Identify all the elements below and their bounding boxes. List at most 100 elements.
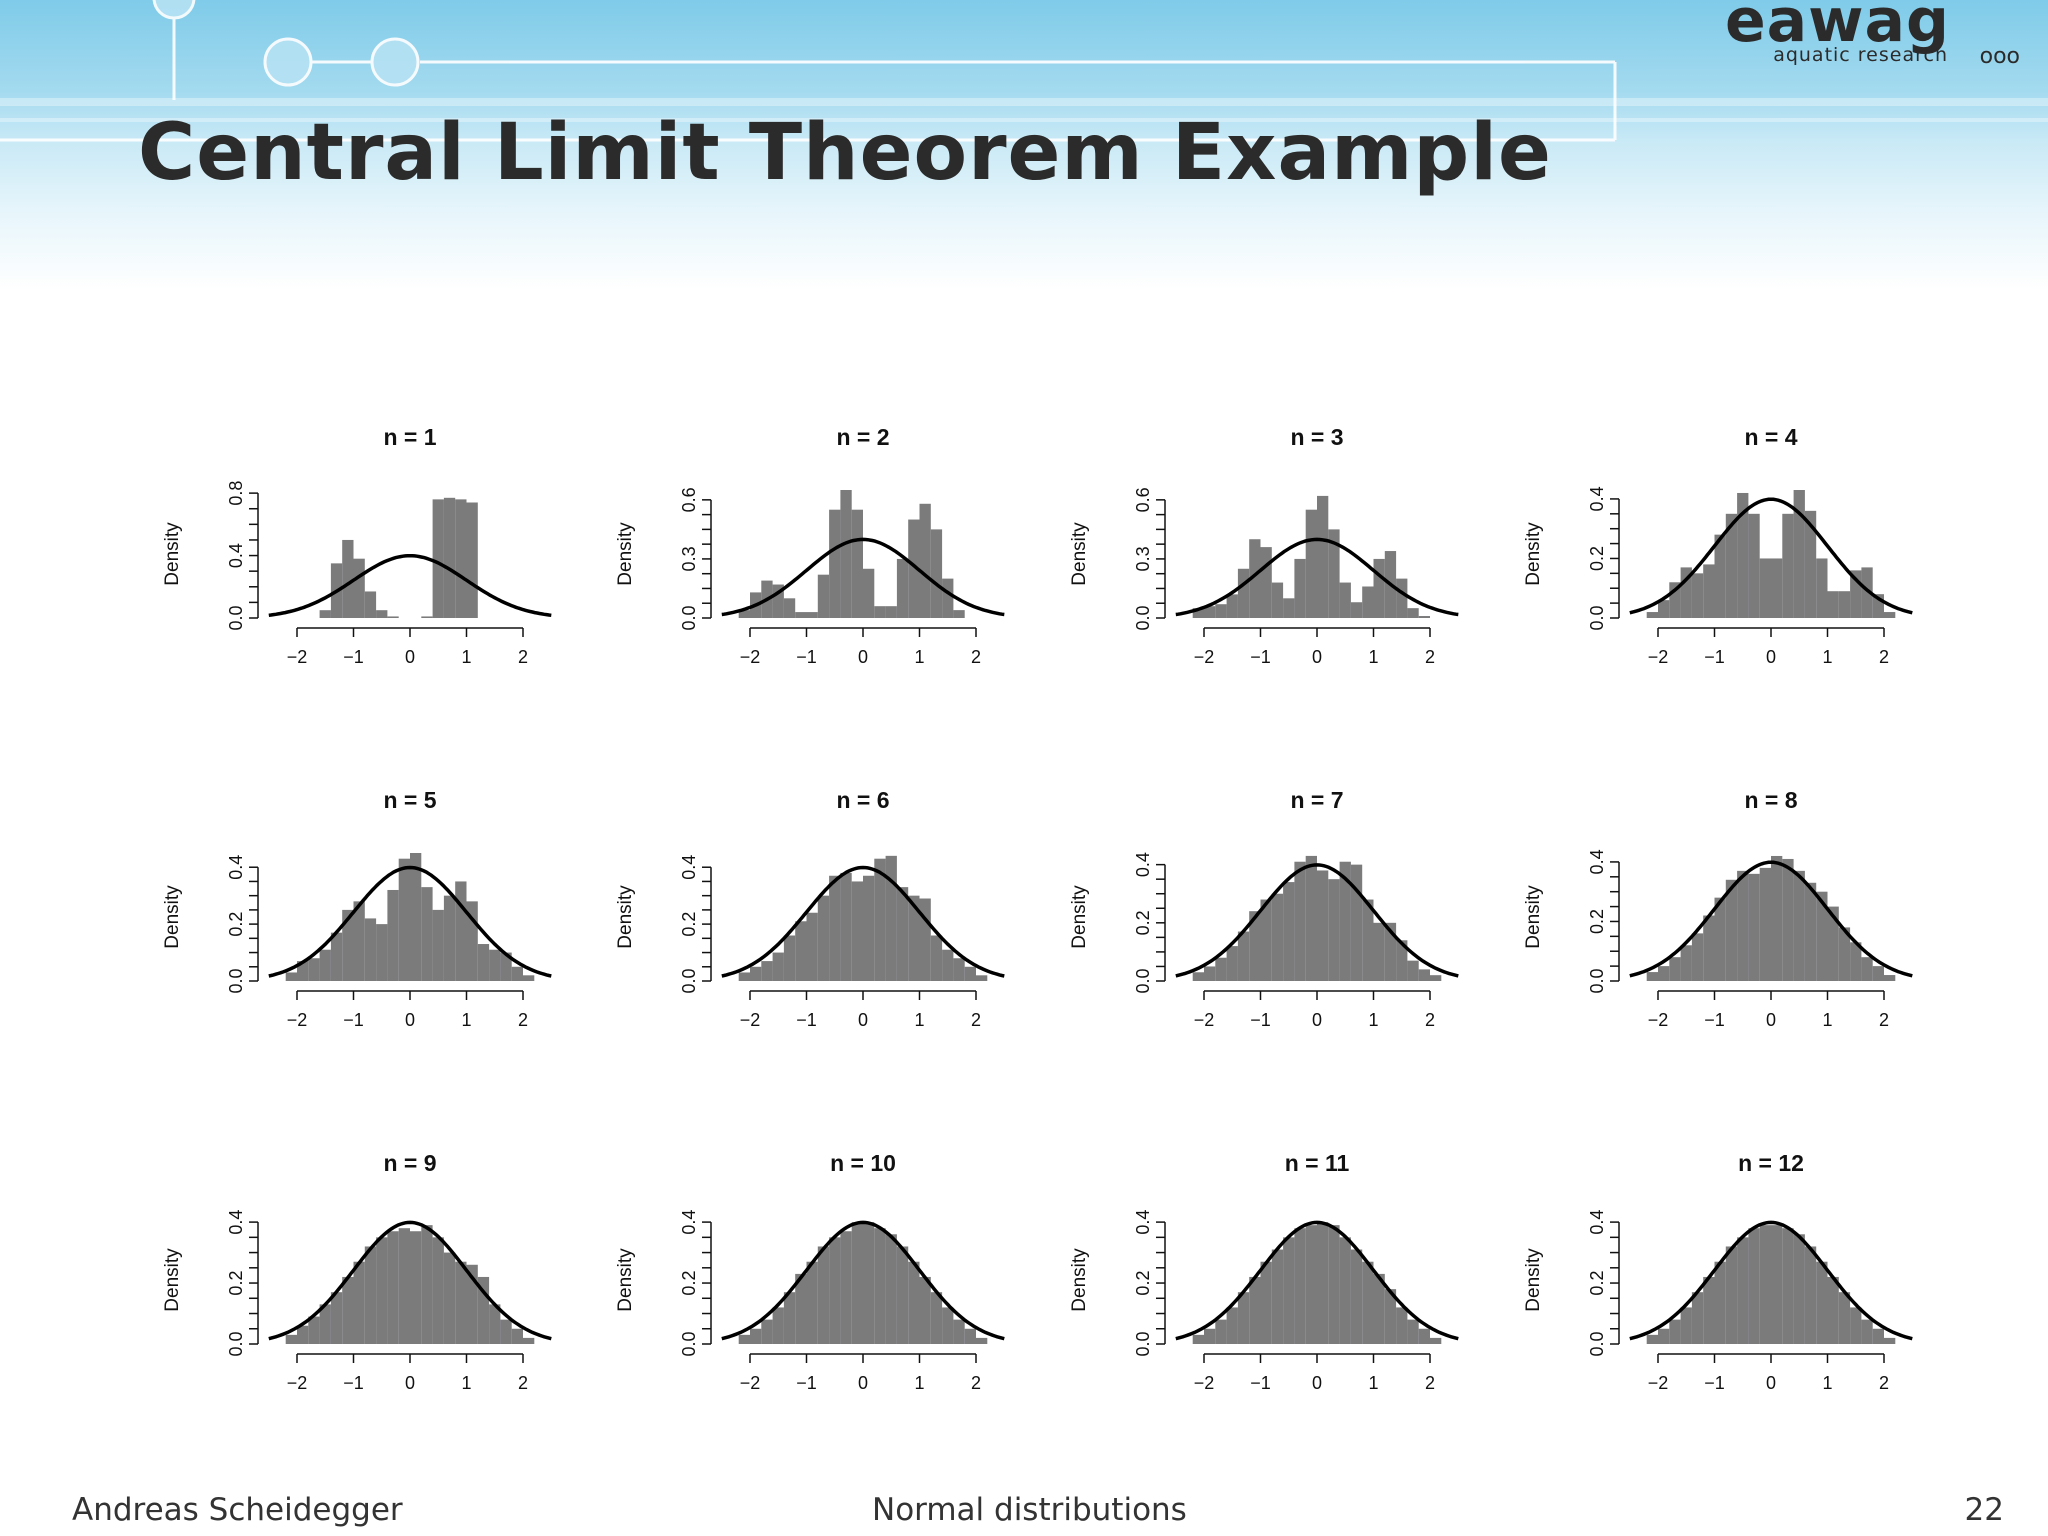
histogram-bar <box>1396 1307 1408 1344</box>
panel-title: n = 11 <box>1285 1150 1350 1176</box>
histogram-bar <box>1827 906 1839 981</box>
normal-density-curve <box>1629 860 1913 978</box>
x-tick-label: 2 <box>518 1373 528 1393</box>
x-tick-label: 0 <box>858 1373 868 1393</box>
footer-author: Andreas Scheidegger <box>72 1492 403 1528</box>
x-tick-label: 1 <box>1822 1010 1832 1030</box>
x-tick-label: 2 <box>1879 647 1889 667</box>
histogram-bar <box>930 1292 943 1344</box>
y-tick-label: 0.4 <box>226 543 246 568</box>
histogram-bar <box>1861 957 1873 981</box>
histogram-bar <box>896 1246 909 1344</box>
histogram-bar <box>1850 1307 1862 1344</box>
panel-title: n = 8 <box>1744 787 1797 813</box>
histogram-bar <box>1872 1328 1884 1344</box>
histogram-bar <box>511 1328 523 1344</box>
histogram-bar <box>953 610 965 618</box>
y-tick-label: 0.4 <box>1133 852 1153 877</box>
histogram-bar <box>1771 855 1783 981</box>
y-axis: 0.0 0.4 0.8 <box>226 481 259 631</box>
histogram-bar <box>885 606 897 618</box>
histogram-bar <box>1646 972 1658 981</box>
histogram-bar <box>1350 864 1363 981</box>
x-axis: −2 −1 0 1 2 <box>740 627 981 667</box>
histogram-bar <box>1204 966 1216 981</box>
y-axis: 0.0 0.2 0.4 <box>679 855 712 994</box>
histogram-bar <box>1418 1328 1430 1344</box>
histogram-bar <box>1350 602 1363 618</box>
y-axis: 0.0 0.2 0.4 <box>679 1210 712 1357</box>
histogram-bar <box>761 1319 773 1344</box>
histogram-bar <box>750 1328 762 1344</box>
histogram-bar <box>1328 1225 1340 1344</box>
histogram-bar <box>1294 861 1306 981</box>
normal-density-curve <box>1175 537 1459 617</box>
logo-dots: ooo <box>1979 44 2020 69</box>
histogram-bar <box>851 509 863 618</box>
y-axis: 0.0 0.2 0.4 <box>1587 1210 1620 1357</box>
x-tick-label: 1 <box>1822 647 1832 667</box>
x-tick-label: 0 <box>1766 1010 1776 1030</box>
histogram-bar <box>489 1304 501 1344</box>
y-tick-label: 0.0 <box>679 1331 699 1356</box>
x-tick-label: −2 <box>1648 1010 1669 1030</box>
y-axis-label: Density <box>615 885 636 949</box>
histogram-bar <box>1396 578 1408 618</box>
histogram-bar <box>896 887 909 981</box>
x-tick-label: 1 <box>1368 1373 1378 1393</box>
y-tick-label: 0.4 <box>679 855 699 880</box>
histogram-panel: n = 4 −2 −1 0 1 2 0.0 0.2 0.4 Density <box>1523 424 1913 667</box>
histogram-bar <box>1646 1334 1658 1344</box>
y-tick-label: 0.3 <box>679 546 699 571</box>
y-axis-label: Density <box>162 522 183 586</box>
x-tick-label: 2 <box>1425 1010 1435 1030</box>
histogram-bar <box>908 519 920 618</box>
histogram-bar <box>1430 975 1442 981</box>
histogram-bar <box>455 881 467 981</box>
histogram-bar <box>1703 1276 1715 1344</box>
histogram-bar <box>308 958 320 981</box>
histogram-bar <box>500 1319 512 1344</box>
y-axis-label: Density <box>1523 885 1544 949</box>
histogram-bar <box>410 1231 422 1344</box>
histogram-bar <box>1317 495 1329 618</box>
x-tick-label: −1 <box>1250 1373 1271 1393</box>
histogram-bar <box>1680 1307 1692 1344</box>
panel-title: n = 7 <box>1290 787 1343 813</box>
histogram-bar <box>319 949 331 981</box>
header-background <box>0 0 2048 300</box>
x-axis: −2 −1 0 1 2 <box>1194 1353 1435 1393</box>
histogram-bar <box>1294 1228 1306 1344</box>
y-tick-label: 0.4 <box>1587 1210 1607 1235</box>
histogram-bar <box>851 881 863 981</box>
logo-wordmark: eawag <box>1724 0 1950 56</box>
y-axis-label: Density <box>615 1248 636 1312</box>
histogram-bar <box>817 574 830 618</box>
histogram-bar <box>1827 1276 1839 1344</box>
histogram-bar <box>319 1304 331 1344</box>
histogram-bar <box>398 858 410 981</box>
histogram-bar <box>1339 861 1351 981</box>
histogram-bar <box>1669 582 1681 618</box>
histogram-bar <box>1759 1225 1771 1344</box>
histogram-bar <box>1305 1225 1317 1344</box>
histogram-bar <box>376 1237 388 1344</box>
histogram-bar <box>930 935 943 981</box>
header-band <box>0 98 2048 106</box>
histogram-bar <box>942 578 954 618</box>
x-axis: −2 −1 0 1 2 <box>1194 627 1435 667</box>
histogram-bar <box>919 898 931 981</box>
histogram-bar <box>1714 897 1726 981</box>
histogram-bar <box>1339 1237 1351 1344</box>
histogram-bar <box>376 610 388 618</box>
histogram-bar <box>896 558 909 618</box>
histogram-bar <box>919 503 931 618</box>
panel-title: n = 6 <box>836 787 889 813</box>
histogram-bar <box>1759 867 1771 981</box>
x-tick-label: 1 <box>914 647 924 667</box>
x-tick-label: 2 <box>518 647 528 667</box>
histogram-bar <box>1850 570 1862 618</box>
histogram-bar <box>1283 882 1295 981</box>
y-tick-label: 0.0 <box>226 605 246 630</box>
histogram-bar <box>1418 616 1430 618</box>
